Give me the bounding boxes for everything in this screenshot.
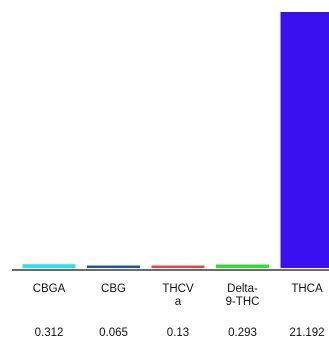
bar-0 — [22, 264, 76, 268]
category-label-4: THCA — [291, 283, 323, 295]
value-label-1: 0.065 — [99, 327, 128, 339]
category-label-3: Delta-9-THC — [226, 283, 260, 308]
category-label-0: CBGA — [33, 283, 66, 295]
bar-3 — [216, 264, 269, 268]
category-label-2-line-1: a — [175, 296, 182, 308]
bars — [22, 12, 329, 268]
bar-2 — [151, 265, 205, 268]
value-labels: 0.312 0.065 0.13 0.293 21.192 — [35, 327, 325, 339]
value-label-3: 0.293 — [228, 327, 257, 339]
category-label-3-line-1: 9-THC — [226, 296, 260, 308]
category-label-2-line-0: THCV — [162, 283, 194, 295]
bar-1 — [87, 265, 140, 268]
category-label-2: THCV a — [162, 283, 194, 308]
category-label-0-line-0: CBGA — [33, 283, 66, 295]
category-label-1-line-0: CBG — [101, 283, 126, 295]
category-label-1: CBG — [101, 283, 126, 295]
value-label-2: 0.13 — [167, 327, 189, 339]
category-labels: CBGA CBG THCV a Delta-9-THC THCA — [33, 283, 323, 308]
value-label-4: 21.192 — [289, 327, 324, 339]
bar-4 — [280, 12, 329, 268]
category-label-4-line-0: THCA — [291, 283, 323, 295]
category-label-3-line-0: Delta- — [227, 283, 258, 295]
value-label-0: 0.312 — [35, 327, 64, 339]
